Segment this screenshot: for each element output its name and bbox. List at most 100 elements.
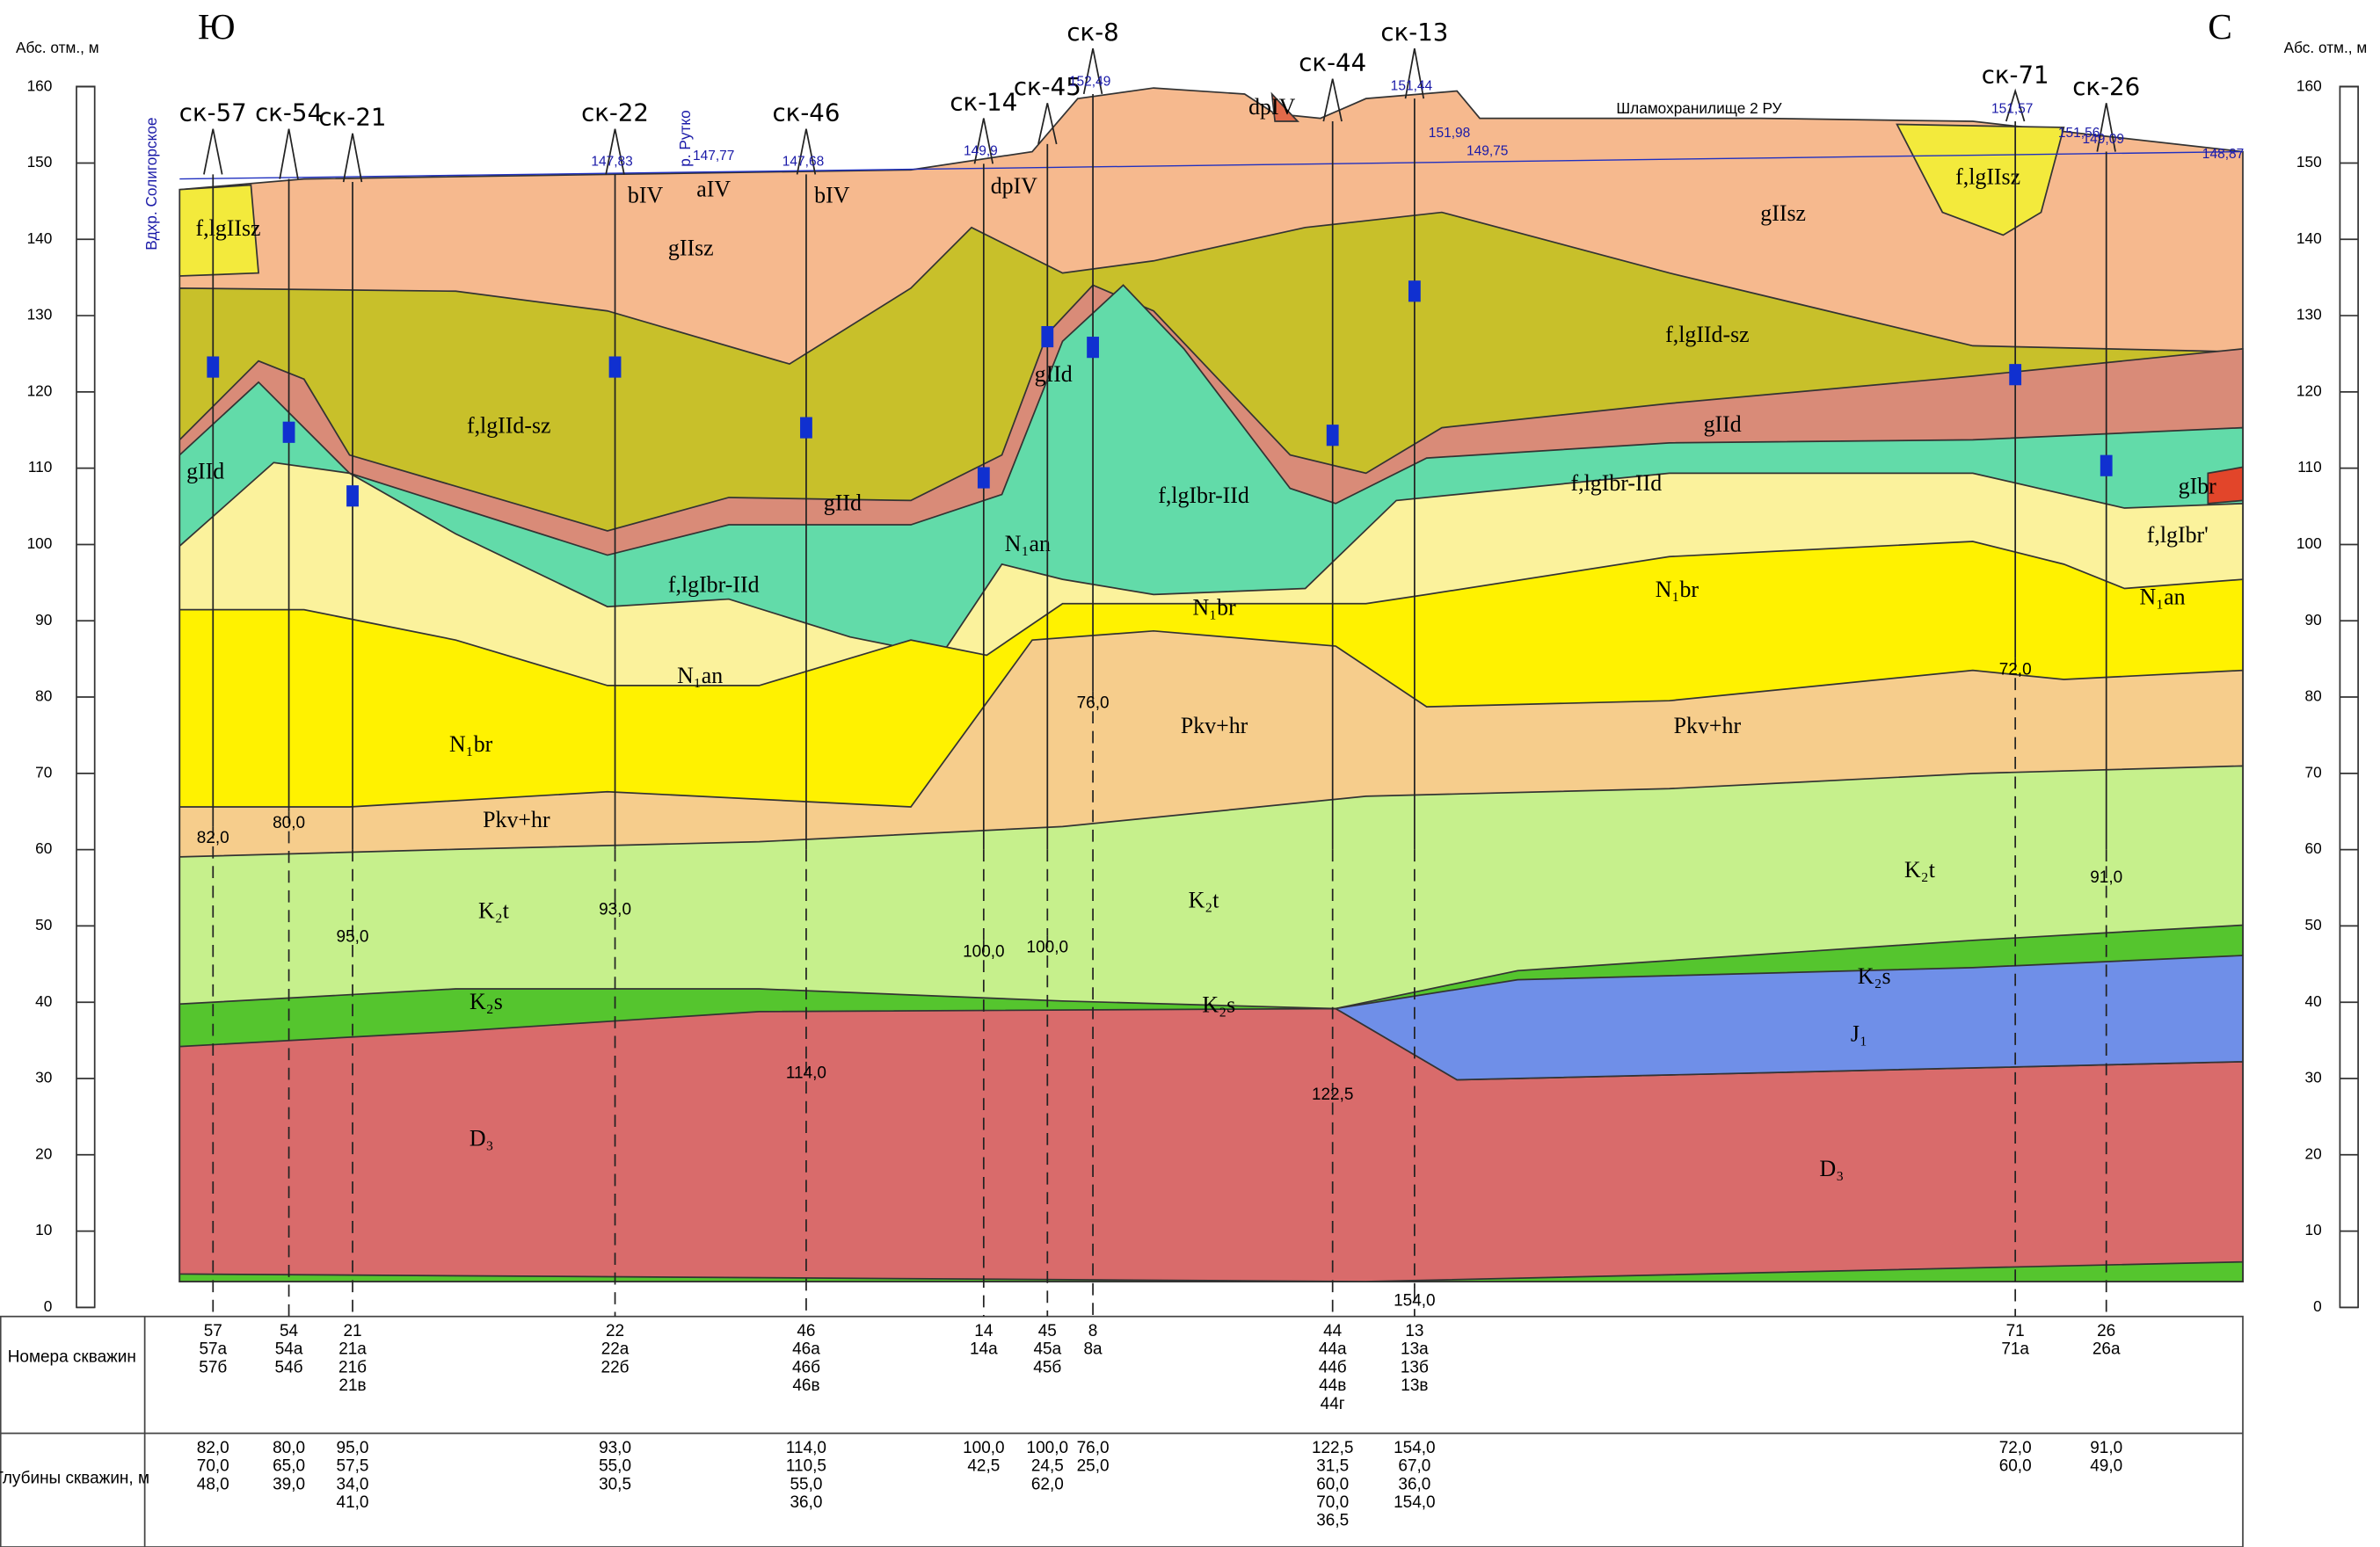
y-tick-label: 10 — [2305, 1221, 2322, 1238]
layer-label: aIV — [696, 176, 731, 201]
y-tick-label: 100 — [27, 534, 53, 552]
elevation: 147,83 — [591, 155, 632, 170]
borehole-depth-cell: 25,0 — [1077, 1457, 1110, 1476]
y-tick-label: 130 — [27, 306, 53, 323]
lake-label: Вдхр. Солигорское — [142, 117, 160, 250]
elevation: 148,87 — [2202, 147, 2244, 162]
borehole-depth-cell: 36,0 — [790, 1493, 822, 1512]
layer-label: Pkv+hr — [483, 807, 550, 832]
borehole-head — [342, 133, 363, 183]
borehole-depth-cell: 76,0 — [1077, 1439, 1110, 1457]
borehole-name: ск-57 — [179, 98, 247, 127]
borehole-head — [279, 128, 299, 179]
borehole-depth-cell: 95,0 — [337, 1439, 369, 1457]
y-tick-label: 0 — [44, 1297, 53, 1315]
layer-label: gIId — [1704, 411, 1742, 437]
borehole-depth-cell: 57,5 — [337, 1457, 369, 1476]
sample — [2100, 454, 2113, 476]
elevation: 149,09 — [2083, 132, 2124, 147]
borehole-number: 21 — [343, 1322, 361, 1340]
layer-label: gIId — [1035, 361, 1073, 387]
borehole-name: ск-13 — [1380, 18, 1448, 47]
layer-label: gIId — [186, 458, 224, 483]
borehole-depth-cell: 30,5 — [599, 1475, 631, 1493]
borehole-number: 13а — [1401, 1340, 1429, 1359]
y-tick-label: 60 — [2305, 839, 2322, 857]
borehole-number: 57а — [199, 1340, 227, 1359]
y-tick-label: 120 — [27, 381, 53, 399]
borehole-number: 57б — [199, 1358, 227, 1376]
layer-label: D₃ — [469, 1126, 494, 1151]
borehole-number: 45б — [1033, 1358, 1061, 1376]
layer-label: dpIV — [1248, 94, 1295, 120]
borehole-name: ск-8 — [1066, 18, 1118, 47]
borehole-number: 21б — [338, 1358, 367, 1376]
water-level — [179, 150, 2243, 180]
borehole-head — [605, 128, 625, 175]
borehole-head — [1082, 48, 1103, 95]
borehole-number: 46в — [792, 1376, 819, 1395]
y-tick-label: 160 — [2296, 76, 2322, 94]
y-tick-label: 10 — [35, 1221, 52, 1238]
axis-title: Абс. отм., м — [2284, 39, 2368, 56]
layer-f-lgIIsz-right — [1896, 123, 2065, 236]
row-header: Глубины скважин, м — [0, 1469, 149, 1487]
elevation: 149,75 — [1467, 144, 1508, 159]
borehole-depth: 100,0 — [1027, 938, 1068, 956]
borehole-depth: 93,0 — [599, 900, 631, 919]
borehole-head — [203, 128, 223, 175]
borehole-number: 44а — [1319, 1340, 1347, 1359]
borehole-name: ск-54 — [255, 98, 323, 127]
borehole-head — [1404, 48, 1425, 99]
borehole-depth-cell: 100,0 — [1027, 1439, 1068, 1457]
y-tick-label: 30 — [2305, 1069, 2322, 1086]
borehole-name: ск-26 — [2072, 72, 2140, 101]
y-tick-label: 70 — [35, 763, 52, 781]
borehole-depth-cell: 55,0 — [790, 1475, 822, 1493]
sample — [800, 417, 812, 439]
y-tick-label: 110 — [2297, 458, 2322, 476]
borehole-number: 45 — [1038, 1322, 1057, 1340]
borehole-number: 71а — [2001, 1340, 2029, 1359]
borehole-head — [973, 118, 994, 164]
elevation: 149,9 — [964, 144, 998, 159]
borehole-depth: 80,0 — [273, 814, 305, 832]
borehole-number: 46 — [797, 1322, 815, 1340]
borehole-number: 54б — [275, 1358, 303, 1376]
layer-label: K₂t — [478, 898, 510, 924]
borehole-number: 13в — [1401, 1376, 1428, 1395]
sample — [608, 356, 622, 378]
layer-label: dpIV — [991, 173, 1037, 199]
borehole-number: 8а — [1084, 1340, 1103, 1359]
layer-label: f,lgIbr-IId — [668, 572, 760, 598]
y-tick-label: 150 — [27, 153, 53, 171]
borehole-depth-cell: 93,0 — [599, 1439, 631, 1457]
borehole-number: 26а — [2093, 1340, 2121, 1359]
y-tick-label: 40 — [35, 992, 52, 1010]
row-header: Номера скважин — [8, 1347, 136, 1366]
borehole-depth-cell: 100,0 — [963, 1439, 1004, 1457]
borehole-depth-cell: 70,0 — [197, 1457, 229, 1476]
layer-label: N₁br — [1192, 595, 1236, 621]
river-label: р. Рутко — [676, 110, 694, 167]
borehole-depth-cell: 36,0 — [1398, 1475, 1430, 1493]
borehole-depth-cell: 36,5 — [1316, 1512, 1349, 1530]
y-tick-label: 40 — [2305, 992, 2322, 1010]
y-tick-label: 90 — [2305, 611, 2322, 628]
borehole-depth: 122,5 — [1312, 1086, 1353, 1104]
elevation: 151,57 — [1991, 101, 2033, 116]
layer-label: J₁ — [1851, 1020, 1867, 1046]
elevation: 151,56 — [2058, 126, 2100, 141]
borehole-depth: 154,0 — [1394, 1291, 1435, 1310]
layer-label: K₂t — [1189, 888, 1220, 913]
layer-label: K₂t — [1904, 857, 1936, 882]
y-tick-label: 90 — [35, 611, 52, 628]
borehole-depth-cell: 82,0 — [197, 1439, 229, 1457]
layer-label: N₁an — [1005, 531, 1051, 556]
borehole-name: ск-46 — [772, 98, 840, 127]
sample — [346, 485, 359, 507]
borehole-depth: 95,0 — [337, 927, 369, 946]
elevation: 147,68 — [782, 155, 824, 170]
borehole-depth-cell: 80,0 — [273, 1439, 305, 1457]
